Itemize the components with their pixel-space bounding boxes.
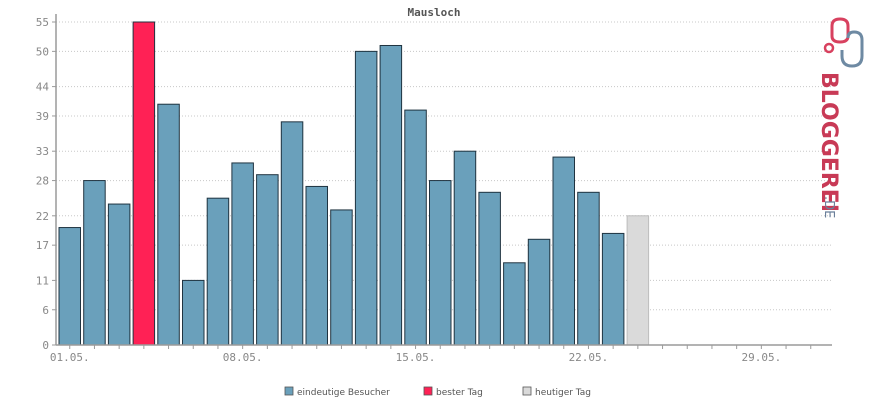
bloggerei-logo-suffix: .DE — [821, 196, 836, 218]
legend-label: eindeutige Besucher — [297, 388, 390, 398]
y-axis-ticks: 0 6 11 17 22 28 33 39 44 50 55 — [36, 16, 56, 352]
bar-visitors — [157, 103, 180, 346]
legend: eindeutige Besucher bester Tag heutiger Ta… — [284, 386, 591, 398]
legend-swatch — [284, 386, 294, 396]
bar-visitors — [527, 238, 551, 346]
y-tick-label: 6 — [42, 304, 49, 317]
bar-visitors — [58, 227, 81, 346]
bar-visitors — [429, 180, 452, 346]
bar-visitors — [601, 232, 625, 346]
bloggerei-logo: BLOGGEREI .DE — [816, 17, 864, 218]
bar-visitors — [280, 121, 304, 346]
legend-label: heutiger Tag — [535, 388, 591, 398]
bar-today — [626, 215, 650, 346]
bar-visitors — [577, 191, 600, 346]
y-tick-label: 17 — [36, 239, 49, 252]
bar-visitors — [256, 174, 279, 346]
bar-visitors — [478, 191, 501, 346]
bloggerei-logo-text: BLOGGEREI — [816, 72, 841, 212]
bloggerei-logo-icon — [823, 17, 864, 68]
legend-label: bester Tag — [436, 388, 483, 398]
y-tick-label: 39 — [36, 110, 49, 123]
x-tick-label: 22.05. — [569, 351, 609, 364]
x-tick-label: 29.05. — [741, 351, 781, 364]
chart-title: Mausloch — [408, 6, 461, 19]
x-tick-label: 08.05. — [223, 351, 263, 364]
bar-visitors — [305, 185, 328, 346]
x-axis-ticks: 01.05. 08.05. 15.05. 22.05. 29.05. — [50, 345, 812, 364]
y-tick-label: 0 — [42, 339, 49, 352]
bar-visitors — [354, 50, 378, 346]
bar-visitors — [83, 180, 106, 346]
y-tick-label: 50 — [36, 45, 49, 58]
bar-visitors — [330, 209, 353, 346]
bars — [58, 21, 650, 346]
y-tick-label: 11 — [36, 274, 49, 287]
bar-best-day — [132, 21, 156, 346]
y-tick-label: 28 — [36, 175, 49, 188]
legend-swatch — [522, 386, 532, 396]
bar-visitors — [379, 44, 403, 346]
axes — [55, 14, 832, 346]
bar-visitors — [404, 109, 427, 346]
bar-visitors — [453, 150, 477, 346]
y-tick-label: 22 — [36, 210, 49, 223]
bar-visitors — [231, 162, 254, 346]
bar-visitors — [182, 279, 205, 346]
bar-visitors — [206, 197, 230, 346]
y-tick-label: 33 — [36, 145, 49, 158]
bar-visitors — [107, 203, 131, 346]
legend-swatch — [423, 386, 433, 396]
x-tick-label: 01.05. — [50, 351, 90, 364]
bar-visitors — [552, 156, 575, 346]
bar-visitors — [503, 262, 526, 346]
x-tick-label: 15.05. — [396, 351, 436, 364]
y-tick-label: 44 — [36, 81, 50, 94]
y-tick-label: 55 — [36, 16, 49, 29]
